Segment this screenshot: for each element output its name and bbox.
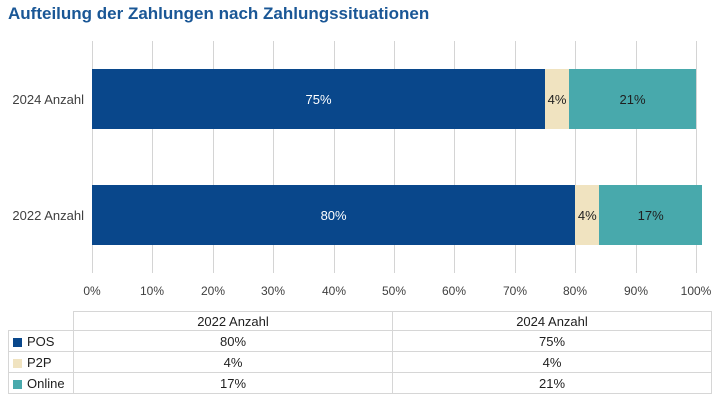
bar-value-label: 4% xyxy=(547,91,567,107)
gridline xyxy=(92,41,93,273)
table-header-2022: 2022 Anzahl xyxy=(73,311,393,331)
gridline xyxy=(636,41,637,273)
online-swatch-icon xyxy=(13,379,22,389)
bar-value-label: 80% xyxy=(320,207,347,223)
x-axis-tick-label: 50% xyxy=(381,284,407,298)
table-row-pos: POS 80% 75% xyxy=(8,330,712,352)
gridline xyxy=(575,41,576,273)
gridline xyxy=(334,41,335,273)
gridline xyxy=(696,41,697,273)
bar-value-label: 4% xyxy=(577,207,597,223)
table-cell-p2p-2024: 4% xyxy=(392,351,712,373)
x-axis-tick-label: 0% xyxy=(83,284,101,298)
table-header-2024: 2024 Anzahl xyxy=(392,311,712,331)
bar-value-label: 21% xyxy=(619,91,646,107)
table-cell-pos-2024: 75% xyxy=(392,330,712,352)
gridline xyxy=(515,41,516,273)
category-label: 2022 Anzahl xyxy=(12,207,84,223)
gridline xyxy=(394,41,395,273)
gridline xyxy=(213,41,214,273)
legend-label-pos: POS xyxy=(27,333,55,349)
x-axis-tick-label: 90% xyxy=(623,284,649,298)
bar-segment-online[interactable]: 17% xyxy=(599,185,703,245)
bar-segment-pos[interactable]: 75% xyxy=(92,69,545,129)
bar-segment-p2p[interactable]: 4% xyxy=(575,185,600,245)
x-axis-tick-label: 60% xyxy=(441,284,467,298)
x-axis-tick-label: 40% xyxy=(321,284,347,298)
x-axis-tick-label: 70% xyxy=(502,284,528,298)
table-row-online: Online 17% 21% xyxy=(8,372,712,394)
x-axis-tick-label: 20% xyxy=(200,284,226,298)
legend-cell-p2p: P2P xyxy=(8,351,74,373)
legend-cell-online: Online xyxy=(8,372,74,394)
chart-title: Aufteilung der Zahlungen nach Zahlungssi… xyxy=(8,4,430,23)
legend-label-p2p: P2P xyxy=(27,354,52,370)
bar-segment-p2p[interactable]: 4% xyxy=(545,69,570,129)
x-axis-tick-label: 30% xyxy=(260,284,286,298)
bar-value-label: 75% xyxy=(305,91,332,107)
category-label: 2024 Anzahl xyxy=(12,91,84,107)
pos-swatch-icon xyxy=(13,337,22,347)
legend-cell-pos: POS xyxy=(8,330,74,352)
table-cell-online-2024: 21% xyxy=(392,372,712,394)
data-table: 2022 Anzahl 2024 Anzahl POS 80% 75% P2P … xyxy=(8,311,712,394)
bar-value-label: 17% xyxy=(637,207,664,223)
x-axis-tick-label: 80% xyxy=(562,284,588,298)
bar-segment-online[interactable]: 21% xyxy=(569,69,696,129)
plot-area: 75% 4% 21% 80% 4% 17% xyxy=(92,41,703,273)
bar-segment-pos[interactable]: 80% xyxy=(92,185,576,245)
table-row-p2p: P2P 4% 4% xyxy=(8,351,712,373)
gridline xyxy=(454,41,455,273)
x-axis-tick-label: 10% xyxy=(139,284,165,298)
table-cell-online-2022: 17% xyxy=(73,372,393,394)
table-header-row: 2022 Anzahl 2024 Anzahl xyxy=(8,311,712,331)
gridline xyxy=(152,41,153,273)
legend-label-online: Online xyxy=(27,375,65,391)
x-axis-tick-label: 100% xyxy=(680,284,712,298)
gridline xyxy=(273,41,274,273)
table-corner-cell xyxy=(8,311,74,331)
table-cell-p2p-2022: 4% xyxy=(73,351,393,373)
table-cell-pos-2022: 80% xyxy=(73,330,393,352)
p2p-swatch-icon xyxy=(13,358,22,368)
